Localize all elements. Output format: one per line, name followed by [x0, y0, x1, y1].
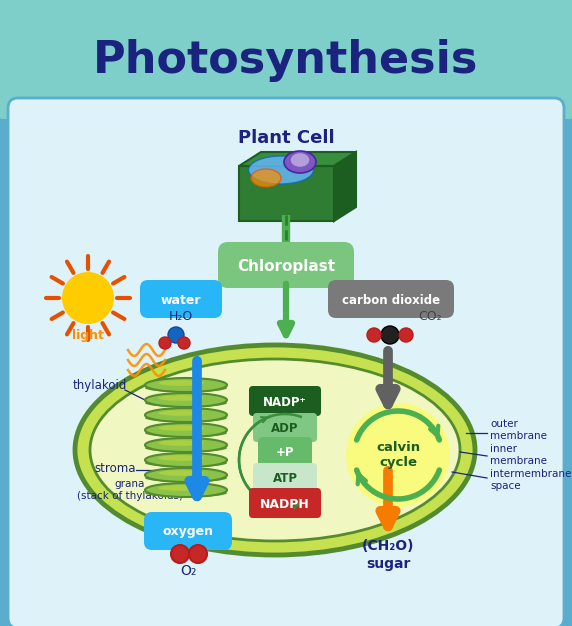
- Text: outer
membrane: outer membrane: [490, 419, 547, 441]
- Text: (CH₂O)
sugar: (CH₂O) sugar: [362, 539, 414, 571]
- Ellipse shape: [145, 474, 227, 482]
- Ellipse shape: [145, 408, 227, 422]
- Ellipse shape: [145, 414, 227, 422]
- Text: Chloroplast: Chloroplast: [237, 259, 335, 274]
- Text: Photosynthesis: Photosynthesis: [93, 39, 479, 81]
- Ellipse shape: [158, 485, 204, 491]
- FancyBboxPatch shape: [249, 488, 321, 518]
- Text: light: light: [72, 329, 104, 342]
- FancyBboxPatch shape: [328, 280, 454, 318]
- Circle shape: [346, 403, 450, 507]
- Ellipse shape: [284, 151, 316, 173]
- Ellipse shape: [145, 399, 227, 407]
- FancyBboxPatch shape: [140, 280, 222, 318]
- Ellipse shape: [145, 429, 227, 437]
- FancyBboxPatch shape: [253, 413, 317, 442]
- FancyBboxPatch shape: [218, 242, 354, 288]
- FancyBboxPatch shape: [253, 463, 317, 492]
- Circle shape: [189, 545, 207, 563]
- Text: +P: +P: [276, 446, 294, 459]
- Ellipse shape: [158, 395, 204, 401]
- FancyBboxPatch shape: [249, 386, 321, 416]
- Text: CO₂: CO₂: [418, 309, 442, 322]
- Ellipse shape: [145, 468, 227, 482]
- Ellipse shape: [145, 423, 227, 437]
- Text: water: water: [161, 294, 201, 307]
- Ellipse shape: [145, 444, 227, 452]
- Polygon shape: [334, 152, 356, 221]
- Ellipse shape: [158, 440, 204, 446]
- Text: grana
(stack of thylakoids): grana (stack of thylakoids): [77, 479, 183, 501]
- Ellipse shape: [90, 359, 460, 541]
- Ellipse shape: [145, 489, 227, 497]
- Text: NADP⁺: NADP⁺: [263, 396, 307, 409]
- Text: O₂: O₂: [180, 564, 196, 578]
- Text: inner
membrane: inner membrane: [490, 444, 547, 466]
- FancyBboxPatch shape: [239, 166, 334, 221]
- Ellipse shape: [158, 410, 204, 416]
- Text: calvin
cycle: calvin cycle: [376, 441, 420, 469]
- Ellipse shape: [145, 483, 227, 497]
- Text: carbon dioxide: carbon dioxide: [342, 294, 440, 307]
- Ellipse shape: [158, 380, 204, 386]
- Ellipse shape: [145, 378, 227, 392]
- Polygon shape: [239, 152, 356, 166]
- Text: oxygen: oxygen: [162, 525, 213, 538]
- FancyBboxPatch shape: [258, 437, 312, 467]
- Ellipse shape: [145, 438, 227, 452]
- FancyBboxPatch shape: [0, 0, 572, 119]
- Circle shape: [171, 545, 189, 563]
- Ellipse shape: [158, 455, 204, 461]
- Text: ADP: ADP: [271, 421, 299, 434]
- Ellipse shape: [145, 459, 227, 467]
- Text: intermembrane
space: intermembrane space: [490, 470, 571, 491]
- Circle shape: [381, 326, 399, 344]
- Ellipse shape: [75, 345, 475, 555]
- Text: thylakoid: thylakoid: [73, 379, 127, 391]
- Ellipse shape: [145, 384, 227, 393]
- Circle shape: [62, 272, 114, 324]
- Text: H₂O: H₂O: [169, 309, 193, 322]
- Text: ATP: ATP: [272, 471, 297, 485]
- Text: NADPH: NADPH: [260, 498, 310, 510]
- Ellipse shape: [248, 156, 313, 184]
- Circle shape: [367, 328, 381, 342]
- Ellipse shape: [251, 169, 281, 187]
- Text: Plant Cell: Plant Cell: [238, 129, 334, 147]
- Text: stroma: stroma: [94, 461, 136, 475]
- Circle shape: [159, 337, 171, 349]
- FancyBboxPatch shape: [144, 512, 232, 550]
- Ellipse shape: [290, 153, 310, 168]
- Circle shape: [168, 327, 184, 343]
- Circle shape: [399, 328, 413, 342]
- Ellipse shape: [145, 393, 227, 407]
- Ellipse shape: [158, 425, 204, 431]
- Circle shape: [178, 337, 190, 349]
- FancyBboxPatch shape: [8, 98, 564, 626]
- Ellipse shape: [145, 453, 227, 467]
- Ellipse shape: [158, 470, 204, 476]
